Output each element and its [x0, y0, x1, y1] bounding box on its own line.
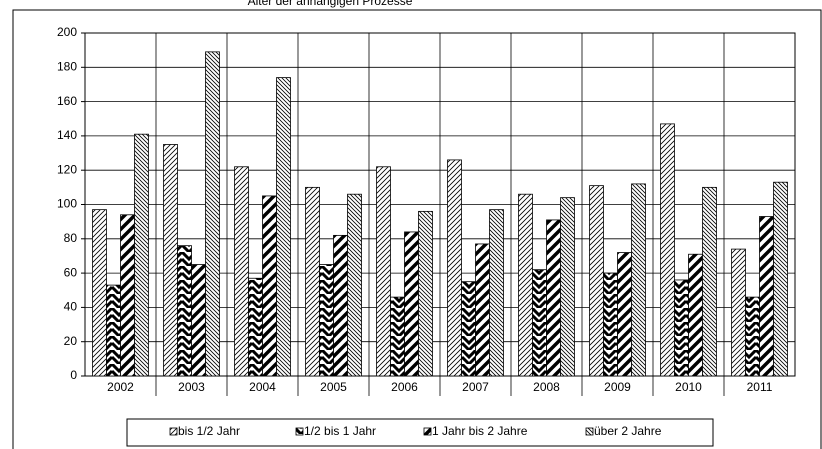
legend-label: 1/2 bis 1 Jahr [304, 424, 376, 438]
bar [617, 252, 632, 377]
bar [731, 248, 746, 377]
bar [305, 186, 320, 377]
bar [560, 197, 575, 377]
bar [660, 123, 675, 377]
bar [674, 279, 689, 377]
x-tick-label: 2004 [249, 380, 276, 394]
bar [688, 253, 703, 377]
x-tick-label: 2009 [604, 380, 631, 394]
bar [376, 166, 391, 377]
y-tick-label: 80 [64, 231, 78, 245]
bar [773, 181, 788, 377]
y-tick-label: 60 [64, 265, 78, 279]
bar [759, 216, 774, 377]
bar [546, 219, 561, 377]
bar [92, 209, 107, 377]
bar [418, 210, 433, 377]
x-tick-label: 2007 [462, 380, 489, 394]
legend-label: bis 1/2 Jahr [178, 424, 240, 438]
legend-label: über 2 Jahre [594, 424, 662, 438]
bar [106, 284, 121, 377]
x-tick-label: 2005 [320, 380, 347, 394]
bar [347, 193, 362, 377]
bar [631, 183, 646, 377]
bar [603, 272, 618, 377]
bar [333, 234, 348, 377]
legend-swatch [169, 427, 178, 436]
bar [702, 186, 717, 377]
legend-box [126, 418, 714, 447]
bar [163, 144, 178, 377]
bar [191, 264, 206, 377]
bar [205, 51, 220, 377]
bar [276, 77, 291, 377]
frame [12, 9, 822, 449]
x-tick-label: 2002 [107, 380, 134, 394]
y-tick-label: 20 [64, 334, 78, 348]
bar [404, 231, 419, 377]
bar [177, 245, 192, 377]
y-tick-label: 160 [57, 94, 77, 108]
bar [461, 281, 476, 377]
y-tick-label: 180 [57, 59, 77, 73]
x-tick-label: 2011 [747, 380, 773, 394]
bar [120, 214, 135, 377]
legend-swatch [295, 427, 304, 436]
legend-swatch [585, 427, 594, 436]
y-tick-label: 140 [57, 128, 77, 142]
y-tick-label: 100 [57, 197, 77, 211]
bar [489, 209, 504, 377]
x-tick-label: 2008 [533, 380, 560, 394]
y-tick-label: 40 [64, 300, 78, 314]
bar [248, 277, 263, 377]
bar [319, 264, 334, 377]
x-tick-label: 2003 [178, 380, 205, 394]
x-tick-label: 2006 [391, 380, 418, 394]
bar [589, 185, 604, 377]
y-tick-label: 200 [57, 25, 77, 39]
x-tick-label: 2010 [675, 380, 702, 394]
bar [390, 296, 405, 377]
legend-swatch [423, 427, 432, 436]
bar [234, 166, 249, 377]
bar [475, 243, 490, 377]
chart-title: Alter der anhängigen Prozesse [248, 0, 413, 8]
legend-label: 1 Jahr bis 2 Jahre [432, 424, 528, 438]
bar [745, 296, 760, 377]
y-tick-label: 120 [57, 162, 77, 176]
bar [532, 269, 547, 377]
bar [447, 159, 462, 377]
bar [262, 195, 277, 377]
bar [518, 193, 533, 377]
y-tick-label: 0 [70, 368, 77, 382]
bar [134, 133, 149, 377]
